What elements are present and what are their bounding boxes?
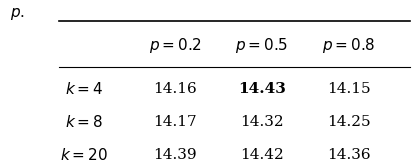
Text: $p$.: $p$. xyxy=(10,6,25,22)
Text: $p{=}0.2$: $p{=}0.2$ xyxy=(149,36,201,55)
Text: 14.36: 14.36 xyxy=(327,148,370,162)
Text: $k{=}8$: $k{=}8$ xyxy=(65,114,103,130)
Text: 14.16: 14.16 xyxy=(153,82,197,96)
Text: 14.42: 14.42 xyxy=(240,148,284,162)
Text: $k{=}20$: $k{=}20$ xyxy=(60,147,108,163)
Text: $p{=}0.8$: $p{=}0.8$ xyxy=(322,36,375,55)
Text: 14.32: 14.32 xyxy=(240,115,284,129)
Text: 14.39: 14.39 xyxy=(153,148,197,162)
Text: 14.17: 14.17 xyxy=(153,115,197,129)
Text: $k{=}4$: $k{=}4$ xyxy=(65,81,103,97)
Text: 14.43: 14.43 xyxy=(238,82,286,96)
Text: 14.15: 14.15 xyxy=(327,82,370,96)
Text: $p{=}0.5$: $p{=}0.5$ xyxy=(235,36,288,55)
Text: 14.25: 14.25 xyxy=(327,115,370,129)
